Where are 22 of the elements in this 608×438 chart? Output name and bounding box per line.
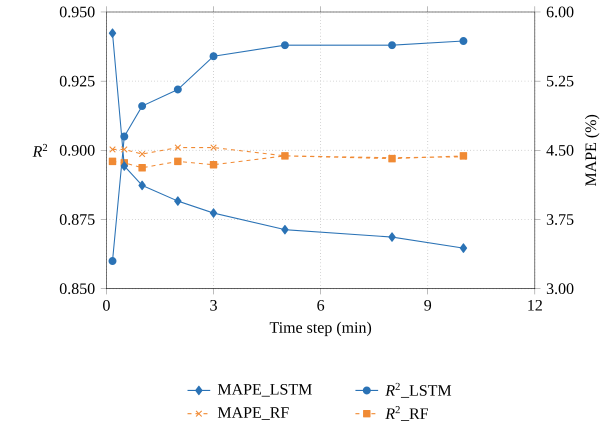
y2-tick-label: 6.00 bbox=[546, 6, 574, 18]
y-tick-label: 0.950 bbox=[60, 6, 95, 18]
legend-label: MAPE_RF bbox=[218, 407, 289, 420]
y-tick-label: 0.925 bbox=[60, 76, 95, 87]
y-axis-title: R$^{2}$ bbox=[32, 144, 48, 157]
y-tick-label: 0.900 bbox=[60, 145, 95, 156]
y2-tick-label: 3.00 bbox=[546, 283, 574, 294]
legend-label: R$^{2}$_RF bbox=[385, 406, 428, 422]
x-tick-label: 6 bbox=[317, 300, 324, 311]
x-tick-label: 3 bbox=[210, 300, 217, 311]
x-tick-label: 12 bbox=[528, 300, 542, 311]
x-tick-label: 9 bbox=[424, 300, 432, 311]
x-tick-label: 0 bbox=[103, 300, 110, 311]
y2-axis-title: MAPE (%) bbox=[584, 115, 600, 186]
legend-label: R$^{2}$_LSTM bbox=[385, 382, 452, 398]
y2-tick-label: 4.50 bbox=[546, 145, 574, 156]
y2-tick-label: 3.75 bbox=[546, 214, 574, 226]
y2-tick-label: 5.25 bbox=[547, 76, 574, 87]
y-tick-label: 0.850 bbox=[60, 283, 95, 294]
legend-label: MAPE_LSTM bbox=[218, 384, 312, 397]
x-axis-title: Time step (min) bbox=[270, 322, 372, 336]
y-tick-label: 0.875 bbox=[60, 214, 95, 226]
